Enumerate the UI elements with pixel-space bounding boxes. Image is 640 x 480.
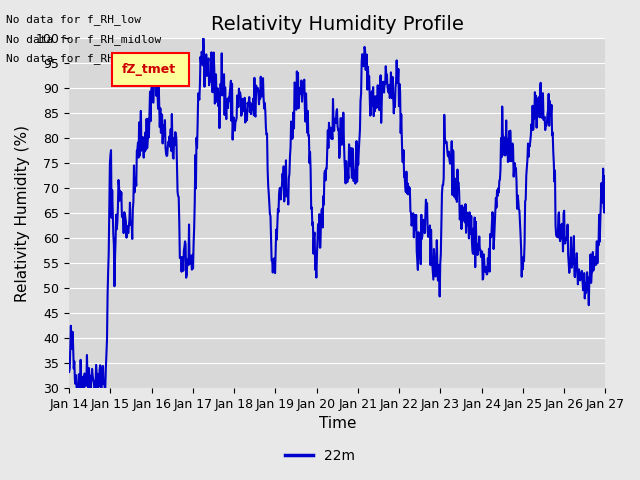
X-axis label: Time: Time: [319, 417, 356, 432]
Text: No data for f_RH_low: No data for f_RH_low: [6, 14, 141, 25]
Text: No data for f_RH_midtop: No data for f_RH_midtop: [6, 53, 162, 64]
Title: Relativity Humidity Profile: Relativity Humidity Profile: [211, 15, 464, 34]
Text: fZ_tmet: fZ_tmet: [122, 63, 176, 76]
Y-axis label: Relativity Humidity (%): Relativity Humidity (%): [15, 125, 30, 302]
Legend: 22m: 22m: [280, 443, 360, 468]
Text: No data for f_RH_midlow: No data for f_RH_midlow: [6, 34, 162, 45]
